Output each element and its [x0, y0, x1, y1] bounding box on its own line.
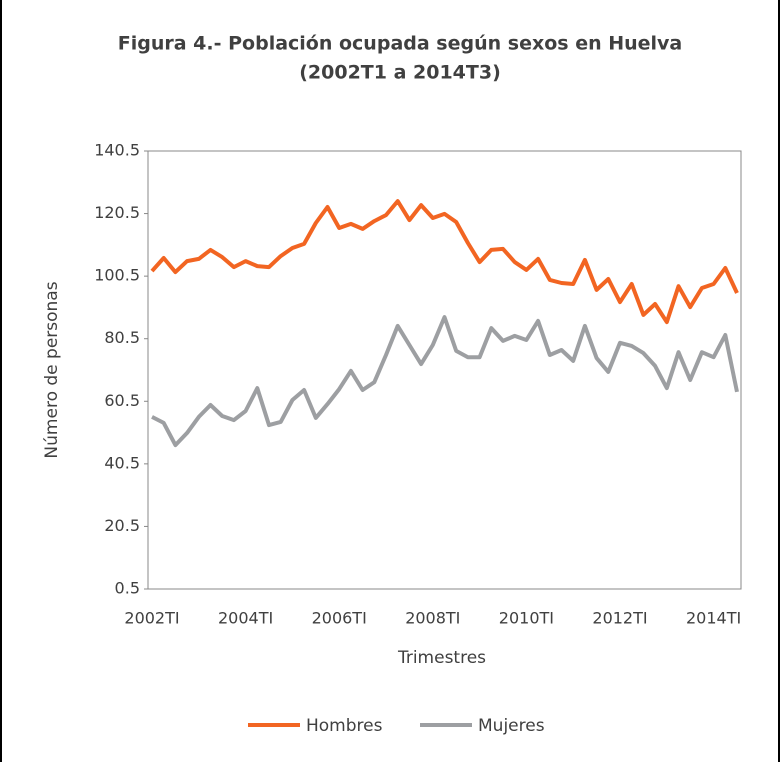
legend-label: Mujeres — [478, 716, 545, 736]
line-series — [150, 199, 739, 325]
legend-label: Hombres — [306, 716, 383, 736]
y-tick-label: 100.5 — [94, 266, 140, 285]
line-series — [151, 315, 739, 448]
y-tick-label: 140.5 — [94, 141, 140, 160]
x-tick-label: 2010TI — [499, 609, 554, 628]
y-tick-label: 40.5 — [104, 453, 140, 472]
y-tick-label: 60.5 — [104, 391, 140, 410]
y-tick-label: 0.5 — [115, 579, 140, 598]
x-tick-label: 2004TI — [218, 609, 273, 628]
x-tick-label: 2006TI — [312, 609, 367, 628]
x-tick-label: 2014TI — [686, 609, 741, 628]
y-axis-label: Número de personas — [42, 281, 62, 458]
y-tick-label: 20.5 — [104, 516, 140, 535]
x-tick-label: 2002TI — [124, 609, 179, 628]
y-tick-label: 80.5 — [104, 328, 140, 347]
y-tick-label: 120.5 — [94, 203, 140, 222]
x-tick-label: 2008TI — [405, 609, 460, 628]
chart-subtitle: (2002T1 a 2014T3) — [299, 62, 501, 84]
chart-title: Figura 4.- Población ocupada según sexos… — [118, 33, 683, 55]
x-tick-label: 2012TI — [592, 609, 647, 628]
plot-frame — [147, 150, 742, 590]
x-axis-label: Trimestres — [397, 648, 486, 668]
